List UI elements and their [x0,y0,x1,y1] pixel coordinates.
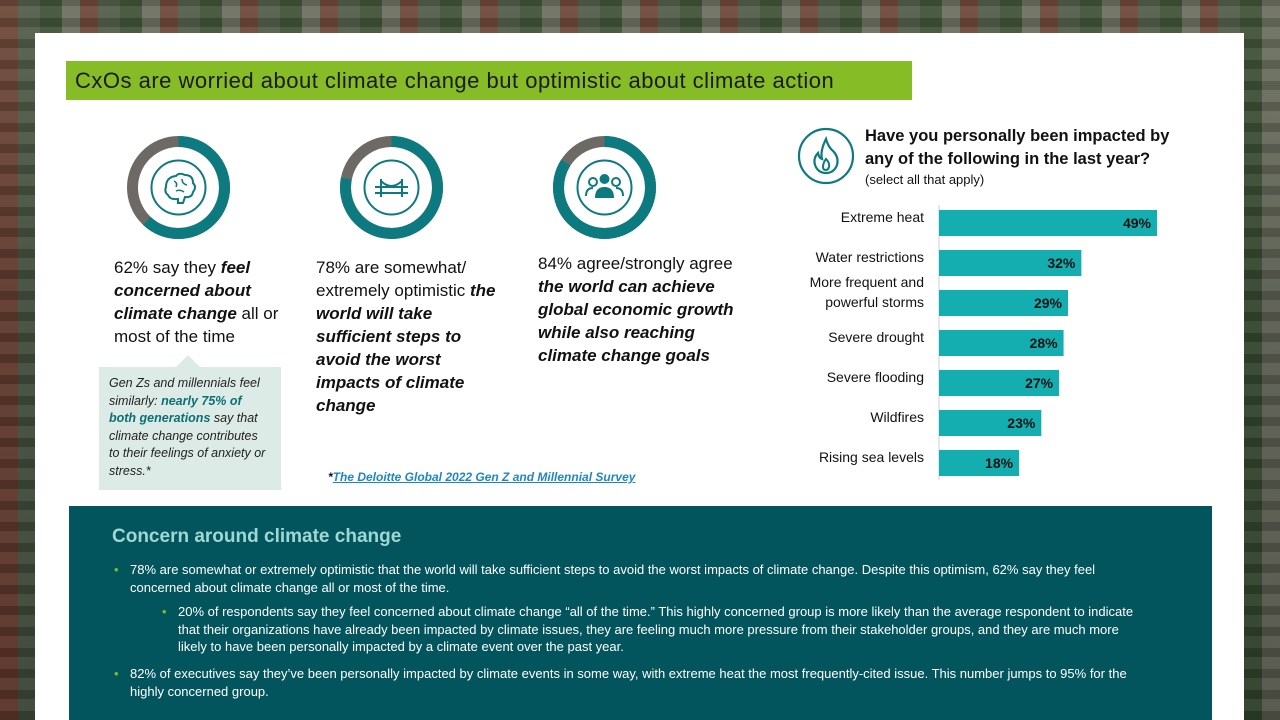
donut-arc [553,136,656,239]
stat-text: 62% say they [114,258,221,277]
bar-value-label: 23% [1007,415,1036,431]
category-label: Rising sea levels [819,449,924,465]
bullet-item: • 82% of executives say they’ve been pers… [114,665,1150,700]
donut-arc [127,136,230,239]
flame-icon [797,127,855,185]
people-icon [576,159,633,216]
callout-box: Gen Zs and millennials feel similarly: n… [99,367,281,490]
bar-3 [939,330,1064,356]
category-label: Water restrictions [816,249,924,265]
question-subtext: (select all that apply) [865,172,985,187]
source-link[interactable]: The Deloitte Global 2022 Gen Z and Mille… [332,470,636,484]
category-label: Severe drought [828,329,924,345]
callout-text: Gen Zs and millennials feel similarly: [109,376,260,408]
bullet-item: • 78% are somewhat or extremely optimisti… [114,561,1150,596]
donut-arc [340,136,443,239]
bullet-text: 82% of executives say they’ve been perso… [130,666,1127,699]
summary-panel: Concern around climate change • 78% are s… [69,506,1212,720]
bar-0 [939,210,1157,236]
category-label: powerful storms [825,294,924,310]
stat-emphasis: the world can achieve global economic gr… [538,277,734,365]
bar-2 [939,290,1069,316]
brain-icon [150,159,207,216]
stat-concerned: 62% say they feel concerned about climat… [114,256,289,348]
category-label: Wildfires [870,409,924,425]
donut-chart-optimistic [340,136,443,239]
bullet-dot: • [114,562,119,577]
donut-chart-agree [553,136,656,239]
bar-value-label: 28% [1030,335,1059,351]
bar-5 [939,410,1042,436]
bullet-dot: • [162,604,167,619]
page-title: CxOs are worried about climate change bu… [66,61,912,100]
bar-4 [939,370,1060,396]
source-note: *The Deloitte Global 2022 Gen Z and Mill… [328,470,635,484]
stat-text: 84% agree/strongly agree [538,254,733,273]
bar-1 [939,250,1082,276]
impact-bar-chart: 49% Extreme heat 32% Water restrictions 29% M… [810,205,1157,480]
bar-6 [939,450,1020,476]
callout-pointer [176,355,200,367]
stat-emphasis: the world will take sufficient steps to … [316,281,496,415]
bullet-text: 20% of respondents say they feel concern… [178,604,1134,654]
stat-optimistic: 78% are somewhat/ extremely optimistic t… [316,256,506,417]
bar-value-label: 18% [985,455,1014,471]
bridge-icon [363,159,420,216]
question-text: Have you personally been impacted by any… [865,127,1170,168]
bullet-dot: • [114,666,119,681]
stat-emphasis: feel concerned about climate change [114,258,251,323]
stat-text: 78% are somewhat/ extremely optimistic [316,258,470,300]
bullet-text: 78% are somewhat or extremely optimistic… [130,562,1096,595]
category-label: Extreme heat [841,209,924,225]
panel-heading: Concern around climate change [112,526,402,547]
source-asterisk: * [328,470,333,484]
stat-agree: 84% agree/strongly agree the world can a… [538,252,738,367]
bar-value-label: 29% [1034,295,1063,311]
callout-highlight: nearly 75% of both generations [109,393,242,426]
stat-text: all or most of the time [114,304,279,346]
callout-text: say that climate change contributes to t… [109,411,266,478]
bar-value-label: 27% [1025,375,1054,391]
slide: CxOs are worried about climate change bu… [35,33,1244,720]
category-label: Severe flooding [827,369,924,385]
question-heading: Have you personally been impacted by any… [865,125,1195,189]
bullet-subitem: • 20% of respondents say they feel concer… [162,603,1148,656]
bar-value-label: 32% [1047,255,1076,271]
donut-chart-concerned [127,136,230,239]
category-label: More frequent and [810,274,924,290]
bar-value-label: 49% [1123,215,1152,231]
